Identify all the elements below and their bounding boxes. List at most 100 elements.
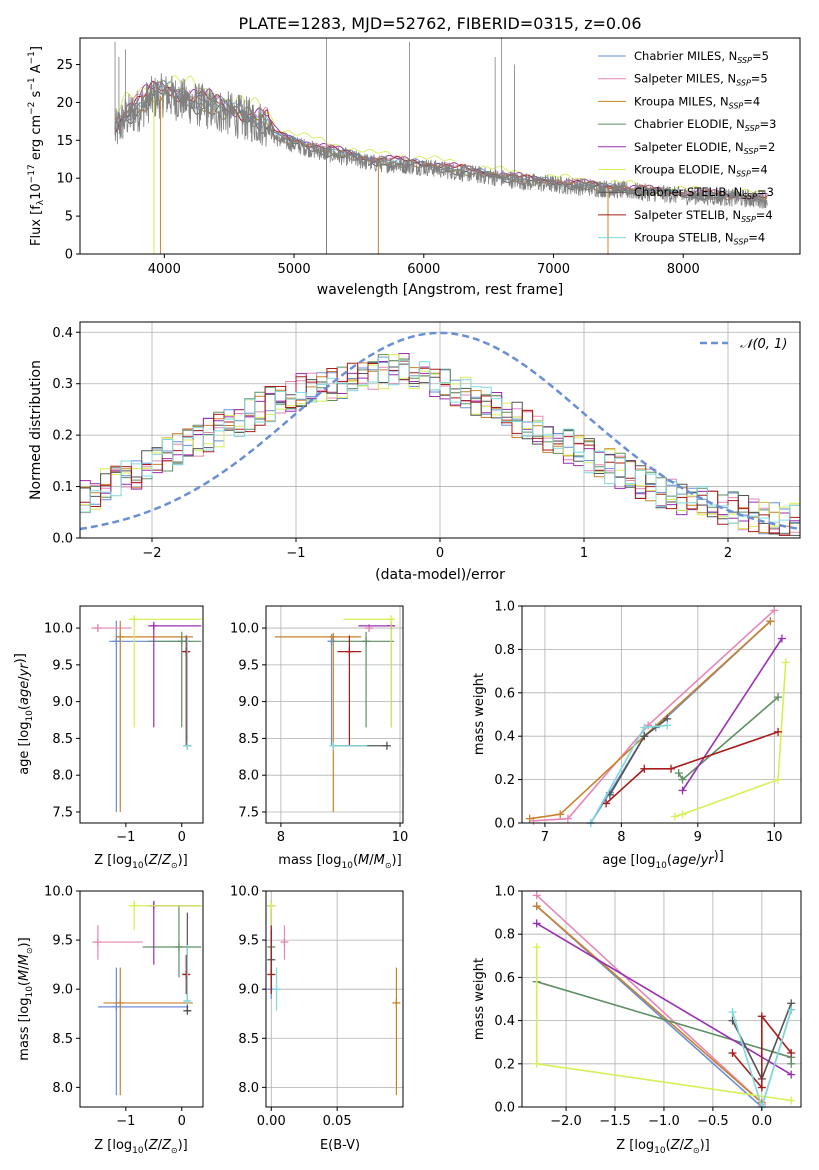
x-tick-label: 10: [392, 830, 409, 845]
y-tick-label: 0.2: [494, 1057, 515, 1072]
axis-label: mass weight: [472, 673, 487, 755]
x-tick-label: −1: [286, 546, 305, 561]
weight-line: [731, 1014, 792, 1090]
y-tick-label: 1.0: [494, 600, 515, 615]
x-tick-label: 0.00: [257, 1114, 286, 1129]
y-tick-label: 10: [56, 172, 73, 187]
weight-line: [674, 662, 787, 818]
y-tick-label: 10.0: [230, 622, 259, 637]
legend-label: Chabrier MILES, NSSP=5: [634, 49, 769, 65]
x-tick-label: −1: [116, 1114, 135, 1129]
x-tick-label: 7: [541, 830, 549, 845]
x-tick-label: 10: [766, 830, 783, 845]
weight-vs-age-panel: 7 8 9 10 0.0 0.2 0.4 0.6 0.8 1.0 age [log10(age/yr…: [472, 600, 802, 871]
legend-label: Salpeter STELIB, NSSP=4: [634, 208, 773, 224]
y-tick-label: 0: [65, 248, 73, 263]
y-tick-label: 0.4: [52, 326, 73, 341]
x-tick-label: −1.5: [599, 1114, 631, 1129]
normal-curve: [79, 331, 801, 531]
y-tick-label: 8.0: [238, 769, 259, 784]
y-tick-label: 8.0: [52, 1081, 73, 1096]
spectrum-title: PLATE=1283, MJD=52762, FIBERID=0315, z=0…: [238, 14, 641, 33]
y-tick-label: 0.4: [494, 1014, 515, 1029]
x-tick-label: 0: [436, 546, 444, 561]
x-tick-label: 7000: [537, 262, 570, 277]
mass-vs-ebv-panel: 0.00 0.05 8.0 8.5 9.0 9.5 10.0 E(B-V): [230, 885, 404, 1153]
x-tick-label: 4000: [148, 262, 181, 277]
axis-label: mass weight: [472, 958, 487, 1040]
spectrum-panel: PLATE=1283, MJD=52762, FIBERID=0315, z=0…: [27, 14, 801, 298]
spectrum-xlabel: wavelength [Angstrom, rest frame]: [317, 282, 563, 298]
axes-frame: [79, 605, 204, 824]
legend-label: Kroupa ELODIE, NSSP=4: [634, 163, 768, 179]
age-vs-mass-panel: 8 10 7.5 8.0 8.5 9.0 9.5 10.0 mass [log10(M/M⊙)]: [230, 605, 409, 871]
axes-frame: [521, 890, 802, 1108]
x-tick-label: 8000: [667, 262, 700, 277]
spectrum-legend: Chabrier MILES, NSSP=5 Salpeter MILES, NS…: [598, 49, 776, 247]
weight-line: [605, 731, 779, 805]
y-tick-label: 8.0: [52, 769, 73, 784]
normal-legend-label: 𝒩(0, 1): [740, 337, 787, 352]
y-tick-label: 10.0: [44, 885, 73, 900]
x-tick-label: −2.0: [550, 1114, 582, 1129]
x-tick-label: −0.5: [697, 1114, 729, 1129]
y-tick-label: 0.8: [494, 928, 515, 943]
legend-label: Salpeter MILES, NSSP=5: [634, 72, 768, 88]
axes-frame: [265, 605, 404, 824]
y-tick-label: 8.5: [52, 1032, 73, 1047]
legend-label: Kroupa MILES, NSSP=4: [634, 94, 760, 110]
legend-label: Chabrier STELIB, NSSP=3: [634, 185, 774, 201]
x-tick-label: −1: [116, 830, 135, 845]
y-tick-label: 8.0: [238, 1081, 259, 1096]
x-tick-label: 1: [580, 546, 588, 561]
x-tick-label: 6000: [407, 262, 440, 277]
y-tick-label: 7.5: [238, 805, 259, 820]
x-tick-label: 0: [178, 1114, 186, 1129]
x-tick-label: 8: [277, 830, 285, 845]
axis-label: mass [log10(M/M⊙)]: [278, 853, 401, 871]
y-tick-label: 0.0: [494, 1101, 515, 1116]
age-vs-z-panel: −1 0 7.5 8.0 8.5 9.0 9.5 10.0 Z [log10(Z/Z⊙)] age…: [13, 605, 204, 871]
axis-label: E(B-V): [320, 1138, 360, 1153]
y-tick-label: 10.0: [230, 885, 259, 900]
x-tick-label: 0: [178, 830, 186, 845]
weight-line: [536, 922, 792, 1076]
y-tick-label: 10.0: [44, 622, 73, 637]
y-tick-label: 0.1: [52, 480, 73, 495]
spectrum-axes-frame: [79, 37, 801, 255]
axis-label: Z [log10(Z/Z⊙)]: [94, 853, 188, 871]
y-tick-label: 8.5: [238, 1032, 259, 1047]
y-tick-label: 20: [56, 96, 73, 111]
legend-label: Kroupa STELIB, NSSP=4: [634, 231, 765, 247]
y-tick-label: 25: [56, 58, 73, 73]
y-tick-label: 0.3: [52, 377, 73, 392]
y-tick-label: 5: [65, 210, 73, 225]
axes-frame: [265, 890, 404, 1108]
y-tick-label: 9.0: [52, 983, 73, 998]
y-tick-label: 9.0: [52, 695, 73, 710]
y-tick-label: 9.5: [238, 658, 259, 673]
axis-label: mass [log10(M/M⊙)]: [17, 937, 35, 1060]
mass-vs-z-panel: −1 0 8.0 8.5 9.0 9.5 10.0 Z [log10(Z/Z⊙)] mass […: [17, 885, 204, 1156]
x-tick-label: 9: [694, 830, 702, 845]
axis-label: age [log10(age/yr)]: [13, 653, 35, 775]
residual-panel: −2 −1 0 1 2 0.0 0.1 0.2 0.3 0.4 (data-model)/erro…: [28, 321, 801, 583]
residual-histogram: [80, 356, 800, 524]
weight-vs-z-panel: −2.0 −1.5 −1.0 −0.5 0.0 0.0 0.2 0.4 0.6 0.8 1.0 Z […: [472, 885, 802, 1156]
y-tick-label: 15: [56, 134, 73, 149]
axes-frame: [521, 605, 802, 824]
legend-label: Salpeter ELODIE, NSSP=2: [634, 140, 775, 156]
residual-xlabel: (data-model)/error: [375, 567, 505, 583]
axes-frame: [79, 890, 204, 1108]
x-tick-label: 0.0: [751, 1114, 772, 1129]
y-tick-label: 8.5: [238, 732, 259, 747]
y-tick-label: 0.2: [52, 429, 73, 444]
y-tick-label: 0.6: [494, 686, 515, 701]
y-tick-label: 9.5: [238, 934, 259, 949]
x-tick-label: 2: [724, 546, 732, 561]
axis-label: Z [log10(Z/Z⊙)]: [94, 1138, 188, 1156]
y-tick-label: 0.0: [52, 532, 73, 547]
y-tick-label: 0.0: [494, 817, 515, 832]
data-spectrum-line: [114, 73, 768, 209]
